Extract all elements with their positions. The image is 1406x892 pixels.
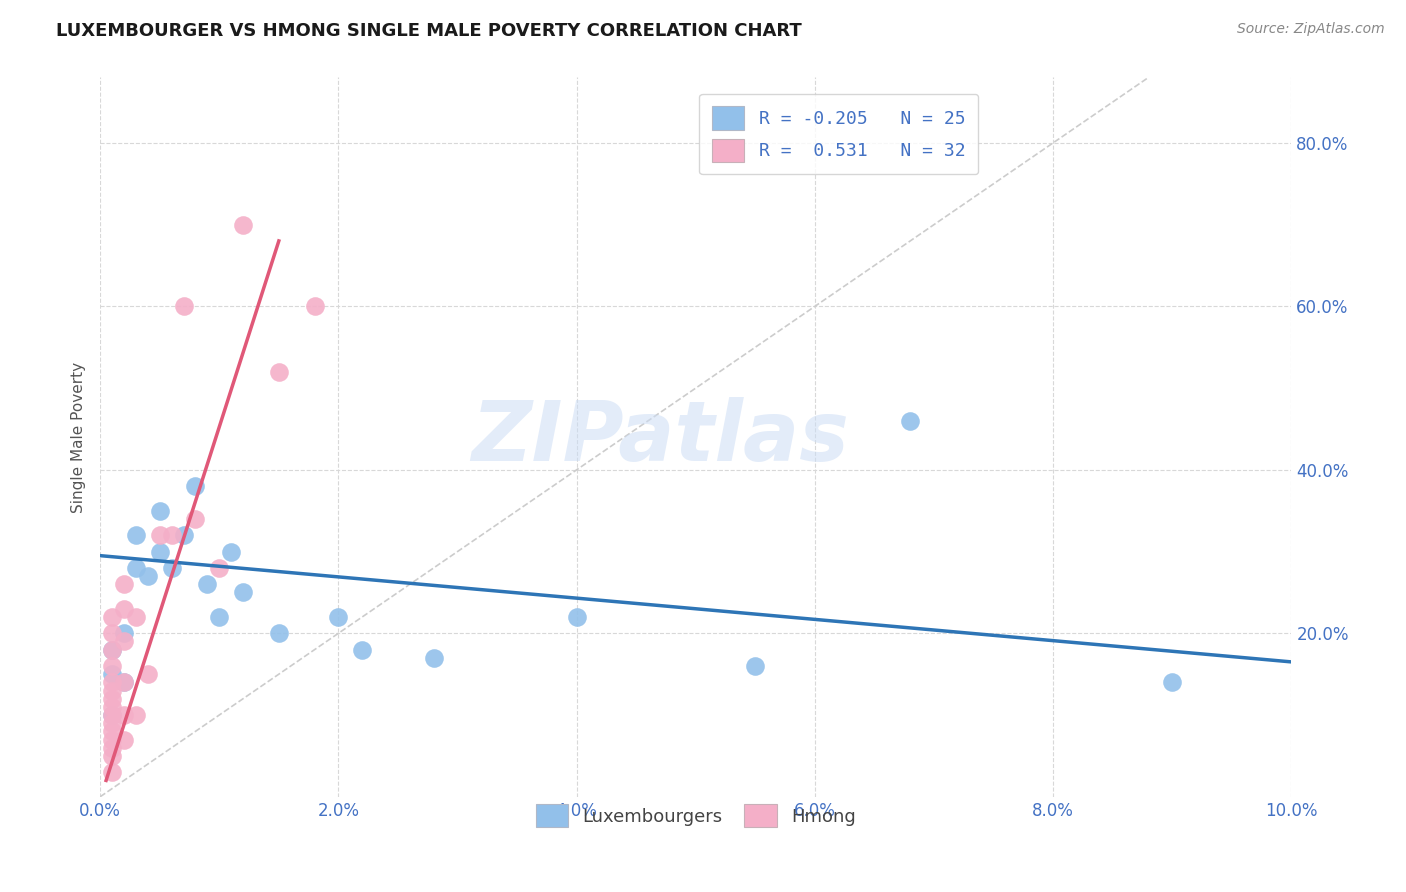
- Point: [565, 610, 588, 624]
- Legend: Luxembourgers, Hmong: Luxembourgers, Hmong: [529, 797, 863, 835]
- Point: [112, 601, 135, 615]
- Point: [125, 528, 148, 542]
- Point: [184, 479, 207, 493]
- Text: ZIPatlas: ZIPatlas: [471, 397, 849, 477]
- Point: [352, 642, 374, 657]
- Point: [101, 642, 124, 657]
- Point: [101, 683, 124, 698]
- Point: [219, 544, 242, 558]
- Point: [160, 528, 183, 542]
- Point: [208, 610, 231, 624]
- Point: [898, 414, 921, 428]
- Point: [136, 667, 159, 681]
- Point: [101, 699, 124, 714]
- Point: [101, 691, 124, 706]
- Point: [136, 569, 159, 583]
- Point: [149, 528, 172, 542]
- Point: [101, 610, 124, 624]
- Point: [160, 561, 183, 575]
- Point: [125, 561, 148, 575]
- Point: [304, 299, 326, 313]
- Point: [112, 708, 135, 723]
- Point: [101, 626, 124, 640]
- Point: [422, 650, 444, 665]
- Y-axis label: Single Male Poverty: Single Male Poverty: [72, 361, 86, 513]
- Point: [101, 716, 124, 731]
- Text: Source: ZipAtlas.com: Source: ZipAtlas.com: [1237, 22, 1385, 37]
- Point: [173, 528, 195, 542]
- Point: [101, 740, 124, 755]
- Text: LUXEMBOURGER VS HMONG SINGLE MALE POVERTY CORRELATION CHART: LUXEMBOURGER VS HMONG SINGLE MALE POVERT…: [56, 22, 801, 40]
- Point: [208, 561, 231, 575]
- Point: [184, 512, 207, 526]
- Point: [101, 642, 124, 657]
- Point: [101, 708, 124, 723]
- Point: [744, 659, 766, 673]
- Point: [101, 675, 124, 690]
- Point: [195, 577, 218, 591]
- Point: [101, 667, 124, 681]
- Point: [112, 675, 135, 690]
- Point: [149, 504, 172, 518]
- Point: [232, 218, 254, 232]
- Point: [125, 610, 148, 624]
- Point: [112, 732, 135, 747]
- Point: [149, 544, 172, 558]
- Point: [101, 748, 124, 763]
- Point: [173, 299, 195, 313]
- Point: [267, 626, 290, 640]
- Point: [101, 708, 124, 723]
- Point: [112, 577, 135, 591]
- Point: [232, 585, 254, 599]
- Point: [101, 765, 124, 780]
- Point: [101, 724, 124, 739]
- Point: [101, 732, 124, 747]
- Point: [112, 626, 135, 640]
- Point: [112, 675, 135, 690]
- Point: [1161, 675, 1184, 690]
- Point: [112, 634, 135, 648]
- Point: [125, 708, 148, 723]
- Point: [101, 659, 124, 673]
- Point: [328, 610, 350, 624]
- Point: [267, 365, 290, 379]
